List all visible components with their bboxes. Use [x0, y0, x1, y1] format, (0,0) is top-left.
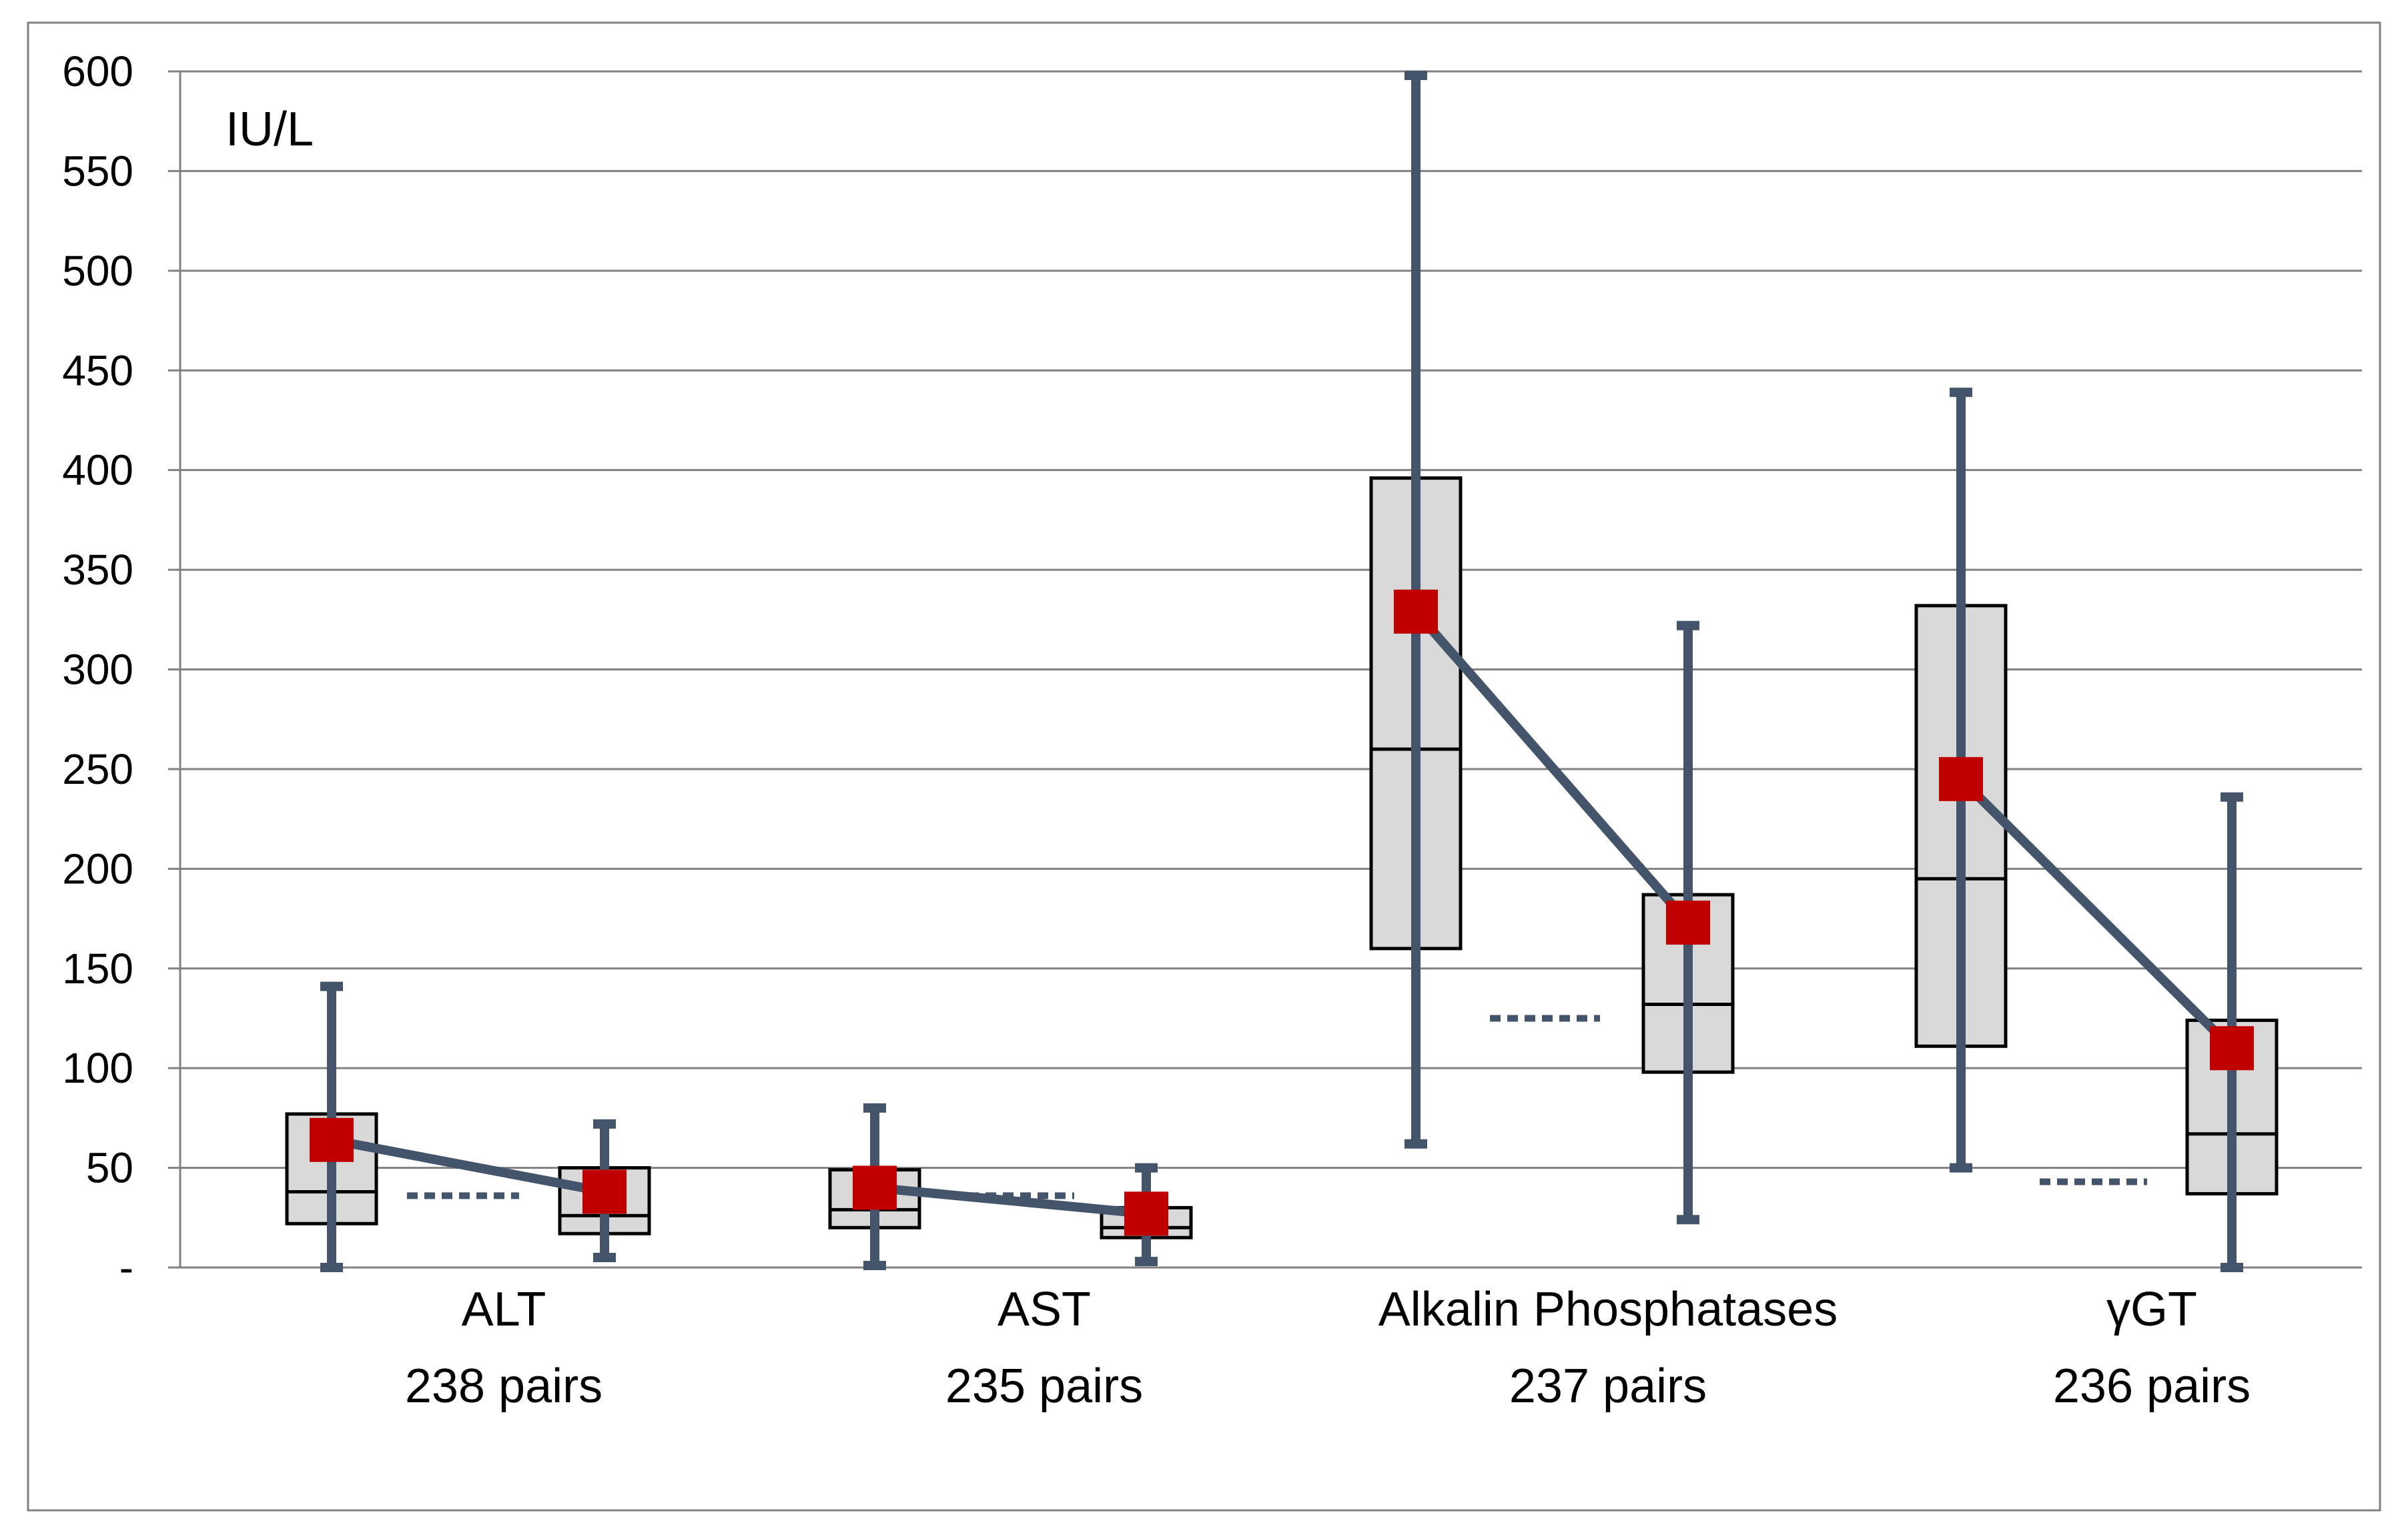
y-tick-label: 550 [62, 147, 133, 195]
mean-marker [2210, 1026, 2254, 1071]
mean-marker [1666, 901, 1710, 945]
y-tick-label: 100 [62, 1044, 133, 1092]
mean-connector [1412, 608, 1692, 926]
y-tick-label: 200 [62, 845, 133, 893]
mean-connector [874, 1183, 1147, 1219]
mean-marker [310, 1117, 354, 1162]
pairs-label: 236 pairs [2053, 1360, 2251, 1413]
axis-layer: - 50 100 150 200 250 300 350 400 450 500 550 600 [62, 47, 181, 1292]
y-tick-label: 300 [62, 646, 133, 694]
pairs-label: 238 pairs [405, 1360, 603, 1413]
mean-marker [1394, 589, 1438, 634]
category-label-layer: ALT 238 pairs AST 235 pairs Alkalin Phosphat… [405, 1283, 2251, 1413]
mean-marker [1124, 1191, 1168, 1236]
y-tick-label: - [119, 1243, 133, 1292]
y-tick-label: 150 [62, 945, 133, 993]
y-tick-label: 450 [62, 346, 133, 394]
mean-marker [1939, 756, 1983, 801]
y-tick-label: 600 [62, 47, 133, 95]
y-tick-label: 400 [62, 446, 133, 494]
mean-connector [1958, 775, 2235, 1052]
mean-marker [582, 1169, 627, 1214]
mean-layer [310, 589, 2254, 1236]
category-label: Alkalin Phosphatases [1378, 1283, 1838, 1336]
grid-layer [180, 70, 2362, 1269]
chart-frame [27, 21, 2381, 1512]
y-tick-label: 500 [62, 247, 133, 295]
unit-label: IU/L [226, 103, 314, 156]
pairs-label: 235 pairs [945, 1360, 1143, 1413]
y-tick-label: 50 [86, 1144, 133, 1192]
y-tick-label: 250 [62, 745, 133, 793]
y-tick-label: 350 [62, 546, 133, 594]
category-label: γGT [2106, 1283, 2197, 1336]
mean-connector [330, 1135, 606, 1197]
mean-marker [853, 1165, 897, 1210]
category-label: AST [997, 1283, 1091, 1336]
category-label: ALT [462, 1283, 546, 1336]
pairs-label: 237 pairs [1509, 1360, 1707, 1413]
